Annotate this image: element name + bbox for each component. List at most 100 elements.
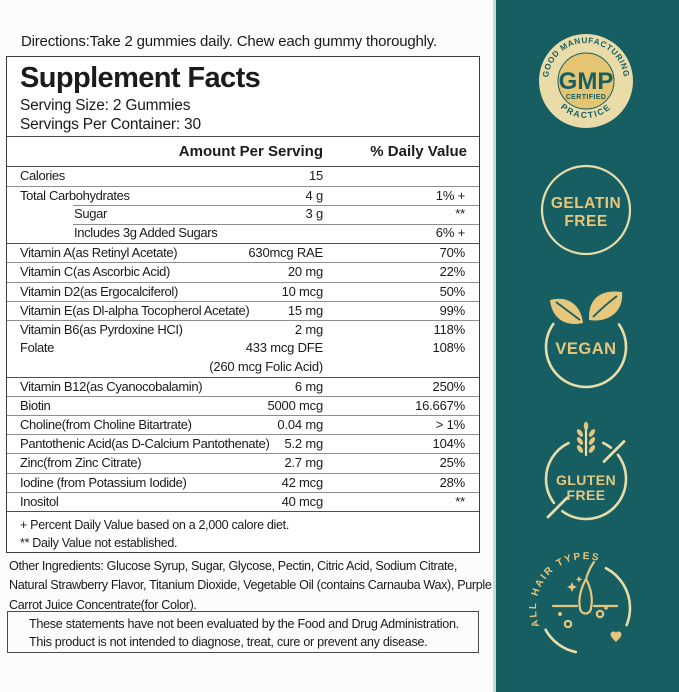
nutrient-name: Sugar [74,206,107,222]
nutrient-name: Folate [20,339,55,355]
sparkle-icon [567,576,583,592]
facts-row: Vitamin D2(as Ergocalciferol) 10 mcg 50% [7,281,479,301]
vegan-icon: VEGAN [544,291,628,389]
nutrient-dv: 108% [432,339,466,355]
facts-row: Vitamin A(as Retinyl Acetate) 630mcg RAE 7… [7,243,479,262]
supplement-label: Directions:Take 2 gummies daily. Chew ea… [6,33,492,653]
nutrient-name: Vitamin A(as Retinyl Acetate) [20,245,178,261]
nutrient-amount: 15 [308,168,323,183]
facts-row: Includes 3g Added Sugars 6% + [7,224,479,243]
nutrient-amount: (260 mcg Folic Acid) [209,358,323,374]
facts-row: Inositol 40 mcg ** [7,491,479,511]
nutrient-dv: ** [455,493,465,509]
facts-row: Biotin 5000 mcg 16.667% [7,396,479,415]
other-ingredients-line: Other Ingredients: Glucose Syrup, Sugar,… [9,559,457,573]
dv-column-header: % Daily Value [370,143,467,160]
facts-row: Zinc(from Zinc Citrate) 2.7 mg 25% [7,453,479,472]
nutrient-amount: 4 g [305,188,324,204]
nutrient-name: Vitamin C(as Ascorbic Acid) [20,264,170,280]
facts-row: Calories 15 [7,167,479,186]
facts-row: Choline(from Choline Bitartrate) 0.04 mg >… [7,415,479,434]
nutrient-name: Biotin [20,398,51,414]
gmp-badge-icon: GOOD MANUFACTURING PRACTICE GMP CERTIFIE… [539,34,633,128]
facts-row: Vitamin E(as Dl-alpha Tocopherol Acetate… [7,300,479,320]
facts-row: (260 mcg Folic Acid) [7,358,479,377]
facts-row: Folate 433 mcg DFE 108% [7,339,479,358]
nutrient-amount: 2.7 mg [284,455,323,471]
fda-disclaimer-box: These statements have not been evaluated… [7,611,479,653]
gmp-title-text: GMP [559,68,614,95]
facts-row: Vitamin C(as Ascorbic Acid) 20 mg 22% [7,262,479,281]
nutrient-amount: 40 mcg [281,493,324,509]
other-ingredients-line: Natural Strawberry Flavor, Titanium Diox… [9,578,492,593]
disclaimer-line: This product is not intended to diagnose… [29,634,428,649]
gelatin-free-line1: GELATIN [551,195,621,212]
nutrient-amount: 630mcg RAE [248,245,323,261]
facts-column-headers: Amount Per Serving % Daily Value [7,137,479,167]
facts-row: Sugar 3 g ** [7,205,479,224]
all-hair-types-icon: ALL HAIR TYPES [528,551,632,655]
nutrient-amount: 433 mcg DFE [245,339,323,355]
other-ingredients: Other Ingredients: Glucose Syrup, Sugar,… [9,557,492,615]
facts-row: Total Carbohydrates 4 g 1% + [7,186,479,205]
nutrient-name: Total Carbohydrates [20,188,130,204]
nutrient-amount: 5000 mcg [267,398,324,414]
nutrient-dv: 22% [439,264,466,280]
nutrient-name: Vitamin B6(as Pyrdoxine HCI) [20,321,183,337]
nutrient-name: Inositol [20,493,59,509]
facts-row: Vitamin B6(as Pyrdoxine HCI) 2 mg 118% [7,319,479,339]
nutrient-dv: 25% [439,455,466,471]
nutrient-dv: 16.667% [415,398,465,414]
nutrient-name: Zinc(from Zinc Citrate) [20,455,142,471]
nutrient-dv: > 1% [435,417,465,433]
vegan-badge: VEGAN [536,287,636,394]
gmp-subtitle-text: CERTIFIED [566,94,607,101]
heart-icon [610,631,622,642]
gluten-free-icon: GLUTEN FREE [544,421,628,521]
nutrient-amount: 42 mcg [281,474,324,490]
serving-size: Serving Size: 2 Gummies [20,97,191,114]
facts-rows: Calories 15 Total Carbohydrates 4 g 1% + Suga… [7,167,479,511]
nutrient-name: Vitamin B12(as Cyanocobalamin) [20,379,203,395]
nutrient-amount: 10 mcg [281,283,324,299]
nutrient-dv: 50% [439,283,466,299]
nutrient-amount: 6 mg [294,379,323,395]
nutrient-dv: 99% [439,302,466,318]
nutrient-dv: ** [455,206,465,222]
gluten-free-line2: FREE [567,487,606,503]
leaf-icon [550,291,623,325]
gelatin-free-badge: GELATIN FREE [538,162,634,263]
nutrient-amount: 0.04 mg [277,417,323,433]
footnote-daily-value: + Percent Daily Value based on a 2,000 c… [20,517,290,532]
facts-header: Supplement Facts Serving Size: 2 Gummies… [7,57,479,137]
hair-follicle-icon [551,560,619,629]
facts-footnotes: + Percent Daily Value based on a 2,000 c… [7,510,479,552]
nutrient-name: Vitamin D2(as Ergocalciferol) [20,283,178,299]
nutrient-amount: 3 g [305,206,324,222]
slash-icon [546,440,626,519]
nutrient-amount: 20 mg [287,264,323,280]
nutrient-dv: 6% + [435,225,465,241]
footnote-not-established: ** Daily Value not established. [20,535,178,550]
disclaimer-line: These statements have not been evaluated… [29,617,459,631]
all-hair-types-badge: ALL HAIR TYPES [528,551,643,672]
nutrient-amount: 15 mg [287,302,323,318]
badge-sidebar: GOOD MANUFACTURING PRACTICE GMP CERTIFIE… [493,0,679,692]
supplement-facts-box: Supplement Facts Serving Size: 2 Gummies… [6,56,480,553]
gluten-free-line1: GLUTEN [556,472,616,488]
gmp-certified-badge: GOOD MANUFACTURING PRACTICE GMP CERTIFIE… [536,31,636,136]
nutrient-dv: 28% [439,474,466,490]
nutrient-amount: 5.2 mg [284,436,323,452]
directions-text: Directions:Take 2 gummies daily. Chew ea… [21,33,437,50]
facts-row: Pantothenic Acid(as D-Calcium Pantothena… [7,434,479,453]
nutrient-dv: 250% [432,379,466,395]
nutrient-name: Vitamin E(as Dl-alpha Tocopherol Acetate… [20,302,250,318]
nutrient-name: Includes 3g Added Sugars [74,225,218,241]
nutrient-dv: 1% + [435,188,465,204]
facts-row: Iodine (from Potassium Iodide) 42 mcg 28% [7,472,479,492]
nutrient-name: Choline(from Choline Bitartrate) [20,417,192,433]
amount-column-header: Amount Per Serving [178,143,323,160]
nutrient-name: Iodine (from Potassium Iodide) [20,474,187,490]
nutrient-dv: 118% [433,321,466,337]
